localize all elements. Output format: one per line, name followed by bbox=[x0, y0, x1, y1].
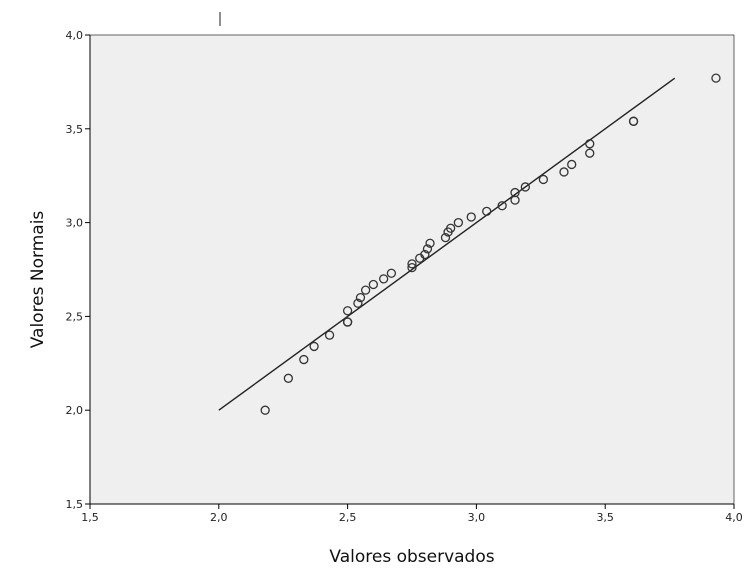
data-point bbox=[420, 249, 430, 260]
x-tick-label: 4,0 bbox=[725, 511, 743, 524]
x-tick-label: 2,0 bbox=[210, 511, 228, 524]
data-point bbox=[559, 167, 569, 177]
data-point bbox=[585, 139, 595, 149]
data-point bbox=[386, 268, 397, 278]
data-point bbox=[466, 212, 476, 222]
y-tick-label: 3,0 bbox=[66, 217, 84, 230]
data-points bbox=[260, 73, 721, 415]
data-point bbox=[260, 405, 270, 415]
data-point bbox=[309, 341, 319, 352]
x-tick-label: 1,5 bbox=[81, 511, 99, 524]
data-point bbox=[422, 244, 433, 254]
data-point bbox=[711, 73, 721, 83]
data-point bbox=[585, 148, 595, 158]
data-point bbox=[440, 232, 451, 243]
data-point bbox=[342, 317, 353, 327]
data-point bbox=[368, 279, 379, 290]
data-point bbox=[482, 206, 492, 216]
y-tick-label: 2,0 bbox=[66, 404, 84, 417]
x-axis-ticks: 1,5 2,0 2,5 3,0 3,5 4,0 bbox=[81, 504, 743, 524]
data-point bbox=[379, 274, 389, 284]
data-point bbox=[538, 174, 549, 185]
y-tick-label: 1,5 bbox=[66, 498, 84, 511]
x-tick-label: 2,5 bbox=[339, 511, 357, 524]
x-tick-label: 3,5 bbox=[596, 511, 614, 524]
data-point bbox=[353, 298, 363, 308]
data-point bbox=[360, 285, 371, 295]
y-tick-label: 4,0 bbox=[66, 29, 84, 42]
y-axis-title: Valores Normais bbox=[28, 211, 48, 349]
data-point bbox=[342, 306, 353, 316]
data-point bbox=[407, 259, 417, 269]
data-point bbox=[425, 238, 435, 248]
data-point bbox=[299, 354, 309, 365]
x-axis-title: Valores observados bbox=[329, 547, 494, 567]
data-point bbox=[283, 373, 294, 383]
data-point bbox=[355, 292, 366, 303]
data-point bbox=[445, 223, 456, 233]
y-tick-label: 2,5 bbox=[66, 310, 84, 323]
data-point bbox=[567, 159, 577, 170]
data-point bbox=[497, 201, 507, 211]
x-tick-label: 3,0 bbox=[468, 511, 486, 524]
y-axis-ticks: 1,5 2,0 2,5 3,0 3,5 4,0 bbox=[66, 29, 90, 511]
y-tick-label: 3,5 bbox=[66, 123, 84, 136]
data-point bbox=[324, 330, 335, 340]
data-point bbox=[628, 116, 639, 126]
reference-line bbox=[218, 77, 676, 411]
data-point bbox=[453, 217, 464, 228]
data-point bbox=[407, 262, 417, 273]
data-point bbox=[520, 182, 530, 192]
data-point bbox=[510, 187, 520, 198]
